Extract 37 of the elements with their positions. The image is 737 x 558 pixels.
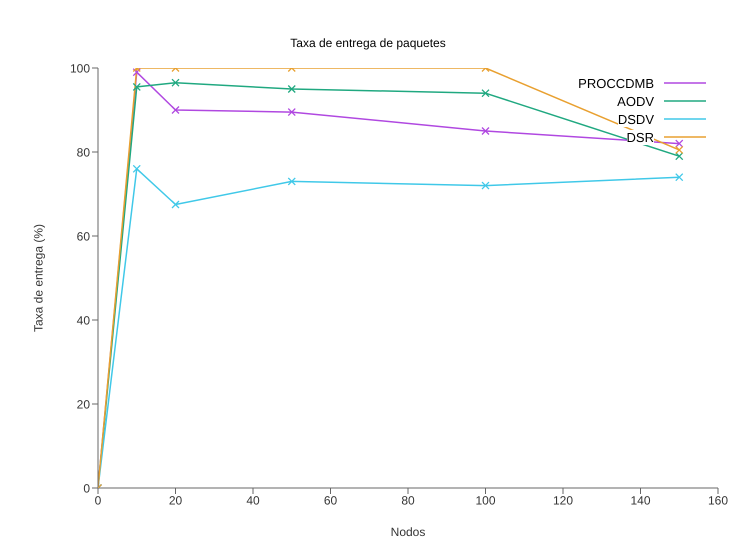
point (675, 152, 684, 160)
point (132, 164, 141, 173)
y-tick-label: 100 (70, 61, 90, 76)
point (171, 200, 180, 209)
point (132, 68, 141, 76)
x-tick-label: 160 (708, 494, 728, 508)
point (132, 82, 141, 92)
x-tick-label: 0 (94, 494, 102, 508)
y-axis-title: Taxa de entrega (%) (31, 224, 46, 332)
point (675, 139, 684, 148)
point (288, 177, 296, 186)
point (481, 126, 490, 136)
chart-title: Taxa de entrega de paquetes (289, 35, 447, 52)
x-tick-label: 120 (552, 494, 574, 508)
y-tick-label: 20 (76, 397, 90, 412)
point (481, 181, 490, 190)
legend-label: DSR (626, 130, 654, 144)
x-axis-title: Nodos (390, 525, 426, 539)
y-tick-label: 80 (76, 145, 90, 160)
x-tick-label: 60 (324, 494, 338, 508)
x-tick-label: 140 (630, 494, 651, 508)
point (171, 78, 180, 87)
point (481, 89, 490, 98)
x-tick-label: 80 (401, 494, 415, 508)
legend-label: DSDV (618, 112, 654, 126)
x-tick-label: 40 (246, 494, 260, 508)
point (171, 106, 180, 114)
point (288, 84, 296, 94)
y-tick-label: 60 (76, 229, 90, 244)
legend-label: AODV (617, 94, 654, 108)
legend-label: PROCCDMB (578, 76, 654, 90)
x-tick-label: 20 (168, 494, 182, 508)
y-tick-label: 0 (83, 481, 90, 496)
point (288, 108, 296, 116)
x-tick-label: 100 (475, 494, 496, 508)
point (675, 173, 684, 182)
y-tick-label: 40 (76, 313, 90, 328)
